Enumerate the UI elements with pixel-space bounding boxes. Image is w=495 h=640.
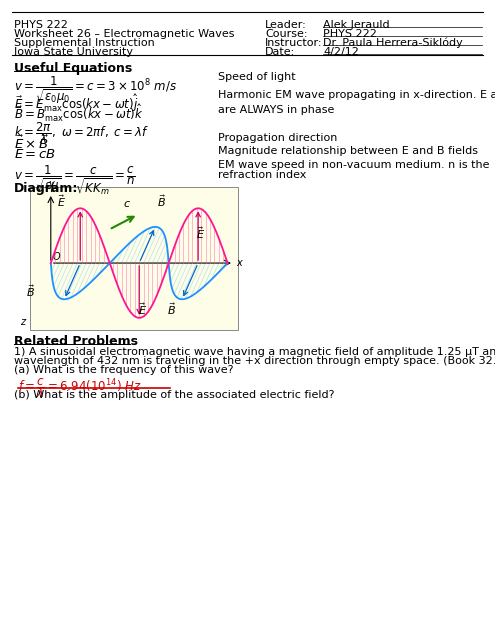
Text: $v = \dfrac{1}{\sqrt{\varepsilon_0\mu_0}} = c = 3\times10^8\ m/s$: $v = \dfrac{1}{\sqrt{\varepsilon_0\mu_0}…: [14, 75, 177, 106]
Text: $\vec{B}$: $\vec{B}$: [26, 283, 35, 298]
Text: EM wave speed in non-vacuum medium. n is the: EM wave speed in non-vacuum medium. n is…: [218, 160, 490, 170]
Text: Speed of light: Speed of light: [218, 72, 296, 82]
FancyBboxPatch shape: [30, 187, 238, 330]
Text: Harmonic EM wave propagating in x-direction. E and B: Harmonic EM wave propagating in x-direct…: [218, 90, 495, 100]
Text: PHYS 222: PHYS 222: [323, 29, 377, 39]
Text: refraction index: refraction index: [218, 170, 306, 180]
Text: Date:: Date:: [265, 47, 295, 57]
Text: PHYS 222: PHYS 222: [14, 20, 68, 30]
Text: 4/2/12: 4/2/12: [323, 47, 359, 57]
Text: Related Problems: Related Problems: [14, 335, 138, 348]
Text: are ALWAYS in phase: are ALWAYS in phase: [218, 105, 335, 115]
Text: Supplemental Instruction: Supplemental Instruction: [14, 38, 155, 48]
Text: y: y: [48, 179, 53, 189]
Text: Instructor:: Instructor:: [265, 38, 323, 48]
Text: $v = \dfrac{1}{\sqrt{\varepsilon\mu}} = \dfrac{c}{\sqrt{KK_m}} = \dfrac{c}{n}$: $v = \dfrac{1}{\sqrt{\varepsilon\mu}} = …: [14, 163, 136, 196]
Text: c: c: [124, 199, 130, 209]
Text: (a) What is the frequency of this wave?: (a) What is the frequency of this wave?: [14, 365, 234, 375]
Text: Magnitude relationship between E and B fields: Magnitude relationship between E and B f…: [218, 146, 478, 156]
Text: $\vec{E}$: $\vec{E}$: [57, 193, 66, 209]
Text: $f = \dfrac{c}{\lambda} = 6.94(10^{14})\ Hz$: $f = \dfrac{c}{\lambda} = 6.94(10^{14})\…: [18, 376, 142, 400]
Text: Dr. Paula Herrera-Siklódy: Dr. Paula Herrera-Siklódy: [323, 38, 463, 49]
Text: Leader:: Leader:: [265, 20, 307, 30]
Text: O: O: [53, 252, 60, 262]
Text: Course:: Course:: [265, 29, 307, 39]
Text: $\vec{E}$: $\vec{E}$: [196, 225, 205, 241]
Text: $\vec{B} = B_{\mathrm{max}}\cos\!\left(kx - \omega t\right)\hat{k}$: $\vec{B} = B_{\mathrm{max}}\cos\!\left(k…: [14, 103, 144, 124]
Text: (b) What is the amplitude of the associated electric field?: (b) What is the amplitude of the associa…: [14, 390, 335, 400]
Text: $\vec{E}\times\vec{B}$: $\vec{E}\times\vec{B}$: [14, 135, 49, 152]
Text: Iowa State University: Iowa State University: [14, 47, 133, 57]
Text: $E = cB$: $E = cB$: [14, 148, 56, 161]
Text: $\vec{E} = E_{\mathrm{max}}\cos\!\left(kx - \omega t\right)\hat{j}$: $\vec{E} = E_{\mathrm{max}}\cos\!\left(k…: [14, 92, 139, 114]
Text: Diagram:: Diagram:: [14, 182, 78, 195]
Text: x: x: [236, 258, 242, 268]
Text: Propagation direction: Propagation direction: [218, 133, 338, 143]
Text: Alek Jerauld: Alek Jerauld: [323, 20, 390, 30]
Text: $\vec{B}$: $\vec{B}$: [167, 301, 176, 317]
Text: $k = \dfrac{2\pi}{\lambda},\ \omega = 2\pi f,\ c = \lambda f$: $k = \dfrac{2\pi}{\lambda},\ \omega = 2\…: [14, 120, 149, 146]
Text: $\vec{E}$: $\vec{E}$: [138, 301, 147, 317]
Text: 1) A sinusoidal electromagnetic wave having a magnetic field of amplitude 1.25 μ: 1) A sinusoidal electromagnetic wave hav…: [14, 347, 495, 357]
Text: $\vec{B}$: $\vec{B}$: [156, 193, 165, 209]
Text: Worksheet 26 – Electromagnetic Waves: Worksheet 26 – Electromagnetic Waves: [14, 29, 235, 39]
Text: z: z: [20, 317, 25, 328]
Text: Useful Equations: Useful Equations: [14, 62, 132, 75]
Text: wavelength of 432 nm is traveling in the +x direction through empty space. (Book: wavelength of 432 nm is traveling in the…: [14, 356, 495, 366]
